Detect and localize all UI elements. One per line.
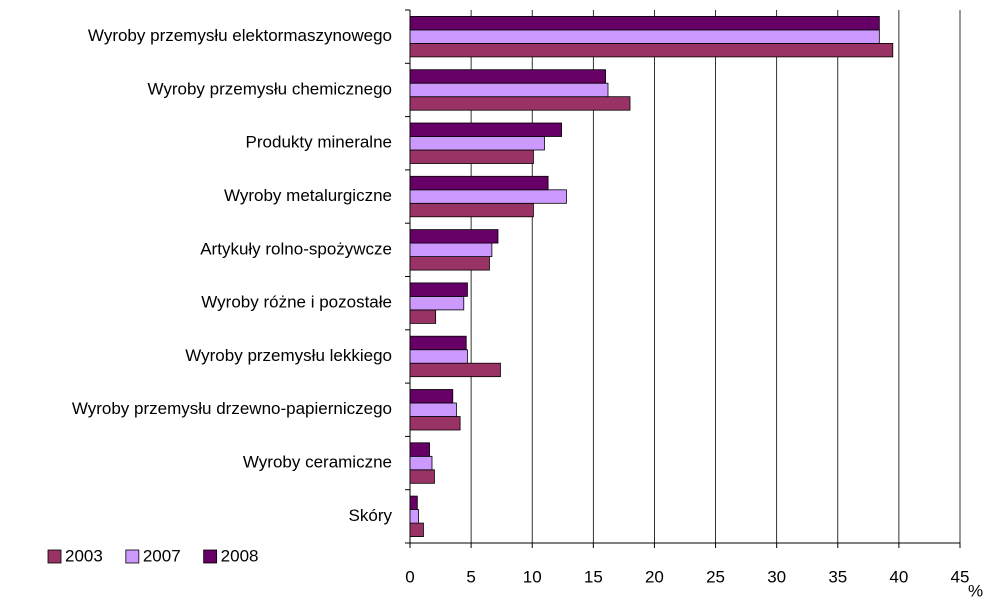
bar xyxy=(409,309,437,324)
bar xyxy=(409,43,894,58)
x-tick-label: 5 xyxy=(466,567,475,586)
x-tick-label: 30 xyxy=(767,567,786,586)
bar xyxy=(409,522,424,537)
bar xyxy=(409,122,562,137)
x-tick-label: 40 xyxy=(889,567,908,586)
bar xyxy=(409,149,534,164)
bar xyxy=(409,455,433,471)
bar xyxy=(409,256,490,271)
legend-swatch xyxy=(47,549,62,564)
bar xyxy=(409,175,549,191)
bar xyxy=(409,442,430,457)
bar xyxy=(409,509,419,524)
y-tick-label: Wyroby ceramiczne xyxy=(243,453,392,472)
bar xyxy=(409,469,435,484)
y-tick-label: Artykuły rolno-spożywcze xyxy=(200,239,392,258)
bar xyxy=(409,282,468,297)
bar xyxy=(409,136,545,151)
x-tick-label: 15 xyxy=(584,567,603,586)
bar xyxy=(409,82,609,98)
x-tick-label: 25 xyxy=(706,567,725,586)
legend-label: 2008 xyxy=(221,546,259,565)
bar xyxy=(409,29,880,44)
y-tick-label: Wyroby przemysłu elektormaszynowego xyxy=(88,26,392,45)
bar xyxy=(409,349,468,364)
legend-swatch xyxy=(125,549,140,564)
bar xyxy=(409,335,467,351)
bar xyxy=(409,242,493,258)
bar xyxy=(409,402,457,417)
bar xyxy=(409,96,631,111)
y-tick-label: Wyroby różne i pozostałe xyxy=(201,293,392,312)
bar xyxy=(409,389,454,404)
y-tick-label: Wyroby metalurgiczne xyxy=(224,186,392,205)
legend-swatch xyxy=(203,549,218,564)
y-tick-label: Wyroby przemysłu chemicznego xyxy=(147,79,392,98)
bar xyxy=(409,229,499,244)
x-tick-label: 0 xyxy=(405,567,414,586)
x-tick-label: 35 xyxy=(828,567,847,586)
bar xyxy=(409,416,461,431)
bar xyxy=(409,295,465,311)
bar xyxy=(409,69,606,84)
bar xyxy=(409,362,501,378)
bar xyxy=(409,495,418,511)
y-tick-label: Wyroby przemysłu drzewno-papierniczego xyxy=(72,399,392,418)
x-tick-label: 10 xyxy=(523,567,542,586)
bar xyxy=(409,189,567,204)
x-tick-label: 20 xyxy=(645,567,664,586)
bar xyxy=(409,202,534,218)
y-tick-label: Produkty mineralne xyxy=(246,133,392,152)
y-tick-label: Wyroby przemysłu lekkiego xyxy=(185,346,392,365)
legend-label: 2007 xyxy=(143,546,181,565)
x-axis-label: % xyxy=(968,581,983,600)
bar xyxy=(409,15,880,31)
legend-label: 2003 xyxy=(65,546,103,565)
x-tick-label: 45 xyxy=(951,567,970,586)
y-tick-label: Skóry xyxy=(349,506,393,525)
